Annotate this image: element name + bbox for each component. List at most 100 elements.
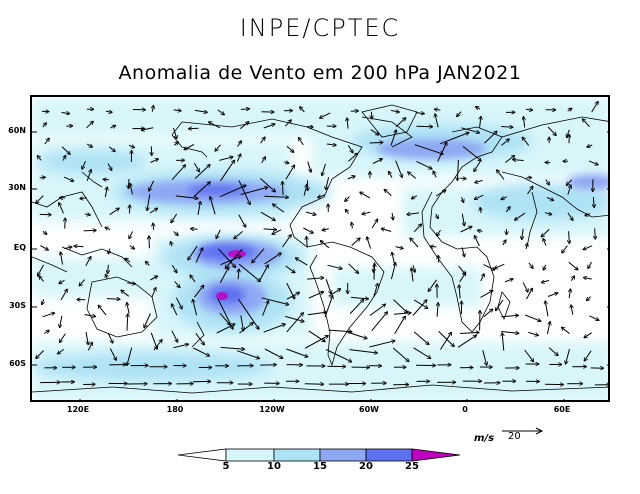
wind-vector [505, 207, 510, 213]
wind-vector [42, 231, 47, 234]
wind-vector [130, 183, 133, 195]
wind-vector [371, 111, 372, 119]
wind-vector [103, 179, 110, 180]
wind-vector [413, 224, 421, 233]
colorbar-label: 20 [359, 461, 373, 472]
wind-vector [504, 155, 514, 163]
wind-vector [328, 330, 352, 332]
wind-vector [474, 160, 481, 172]
wind-vector [304, 336, 328, 349]
wind-vector [273, 204, 285, 213]
wind-vector [411, 195, 418, 199]
map-title: Anomalia de Vento em 200 hPa JAN2021 [118, 62, 522, 84]
colorbar-label: 10 [267, 461, 281, 472]
wind-vector [63, 155, 66, 161]
wind-vector [501, 197, 508, 200]
wind-vector [588, 160, 598, 165]
wind-vector [586, 296, 592, 301]
wind-vector [588, 261, 592, 269]
wind-vector [82, 160, 86, 169]
wind-vector [43, 330, 49, 334]
wind-vector [262, 301, 269, 316]
wind-vector [547, 126, 556, 136]
wind-vector [320, 241, 330, 249]
wind-vector [320, 112, 331, 118]
wind-vector [195, 248, 203, 263]
wind-vector [548, 347, 558, 356]
wind-vector [57, 348, 64, 354]
wind-vector [522, 137, 530, 146]
wind-vector [303, 184, 307, 196]
wind-vector [216, 229, 221, 239]
wind-vector [567, 185, 571, 195]
wind-vector [369, 142, 383, 143]
wind-vector [568, 261, 578, 270]
wind-vector [240, 109, 250, 110]
wind-vector [413, 347, 431, 359]
wind-vector [79, 279, 86, 286]
wind-vector [545, 301, 549, 317]
wind-vector [173, 344, 188, 349]
wind-vector [569, 289, 570, 299]
wind-vector [85, 332, 88, 345]
wind-vector [238, 263, 260, 281]
wind-vector [264, 253, 282, 265]
wind-vector [259, 265, 268, 281]
wind-vector [188, 128, 199, 129]
wind-vector [149, 180, 155, 191]
wind-vector [388, 171, 393, 178]
wind-vector [477, 230, 483, 231]
wind-vector [522, 282, 528, 292]
wind-vector [36, 195, 44, 204]
wind-vector [394, 316, 406, 334]
wind-vector [371, 312, 388, 332]
wind-vector [44, 138, 50, 145]
wind-vector [105, 111, 112, 112]
wind-vector [461, 247, 465, 256]
colorbar-segment [225, 448, 275, 462]
wind-vector [286, 348, 308, 357]
wind-vector [171, 330, 178, 343]
wind-vector [153, 223, 154, 230]
wind-vector [461, 127, 479, 133]
wind-vector [65, 218, 66, 229]
wind-vector [515, 212, 526, 220]
wind-vector [272, 229, 282, 235]
wind-vector [215, 144, 221, 151]
wind-vector [439, 332, 451, 350]
wind-vector [483, 264, 495, 271]
wind-vector [105, 187, 107, 198]
wind-vector [86, 144, 92, 147]
wind-vector [561, 327, 570, 334]
wind-vector [195, 333, 205, 345]
wind-vector [175, 195, 198, 199]
wind-vector [413, 265, 415, 272]
wind-vector [371, 219, 378, 229]
reference-vector-value: 20 [508, 431, 521, 442]
wind-vector [151, 288, 156, 298]
x-tick-label: 120E [66, 405, 90, 414]
wind-vector [593, 197, 594, 208]
wind-vector [173, 142, 178, 146]
reference-vector-units: m/s [474, 433, 495, 444]
wind-vector [39, 276, 44, 282]
wind-vector [173, 127, 177, 139]
x-tick-label: 0 [462, 405, 468, 414]
wind-vector [239, 323, 253, 334]
wind-vector [304, 384, 324, 385]
wind-vector [193, 347, 209, 356]
wind-vector [395, 247, 404, 249]
wind-vector [286, 313, 304, 333]
wind-vector [583, 278, 592, 280]
wind-vector [60, 252, 63, 265]
wind-vector [108, 146, 115, 152]
wind-vector [264, 348, 283, 358]
wind-vector [63, 176, 74, 181]
wind-vector [322, 163, 326, 176]
wind-vector [209, 122, 221, 129]
wind-vector [571, 305, 573, 315]
wind-vector [525, 314, 541, 321]
wind-vector [562, 245, 568, 253]
wind-vector [260, 211, 275, 220]
wind-vector [413, 299, 428, 309]
